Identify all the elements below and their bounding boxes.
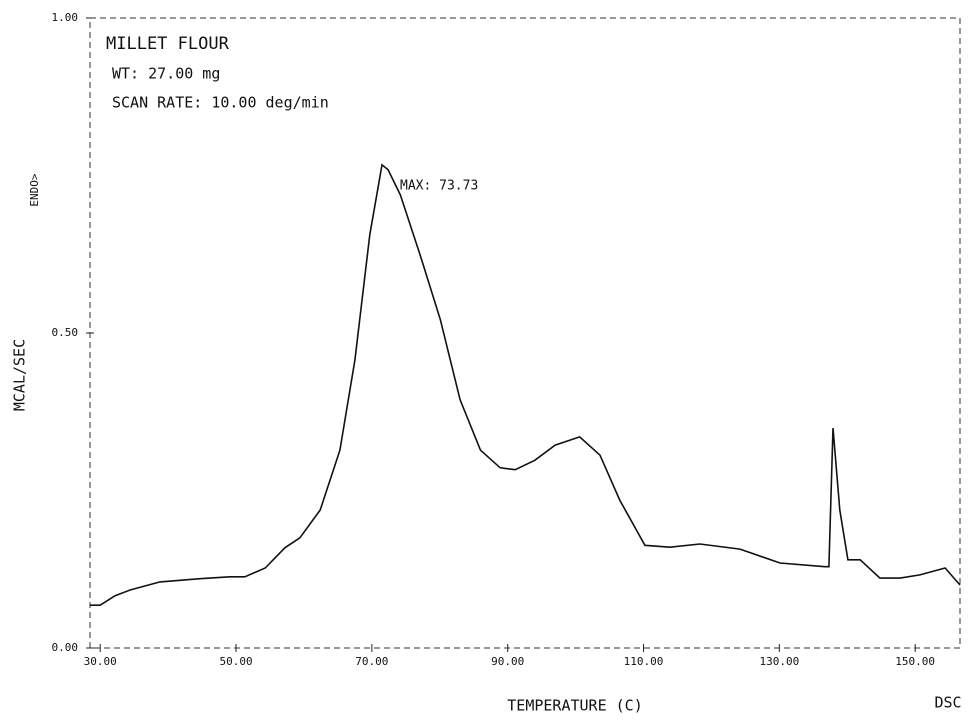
scan-rate-note: SCAN RATE: 10.00 deg/min — [112, 94, 329, 112]
x-tick-label: 110.00 — [624, 655, 664, 668]
y-tick-label: 1.00 — [52, 11, 79, 24]
weight-note: WT: 27.00 mg — [112, 65, 220, 83]
x-tick-label: 30.00 — [84, 655, 117, 668]
data-line — [90, 163, 961, 606]
x-tick-label: 50.00 — [219, 655, 252, 668]
chart-title: MILLET FLOUR — [106, 34, 230, 54]
y-tick-label: 0.50 — [52, 326, 79, 339]
x-tick-label: 130.00 — [759, 655, 799, 668]
x-tick-label: 150.00 — [895, 655, 935, 668]
x-axis-label: TEMPERATURE (C) — [507, 697, 642, 715]
max-annotation: MAX: 73.73 — [400, 179, 478, 194]
y-tick-label: 0.00 — [52, 641, 79, 654]
x-tick-label: 90.00 — [491, 655, 524, 668]
y-axis-label: MCAL/SEC — [11, 339, 29, 411]
dsc-label: DSC — [934, 694, 961, 712]
endo-label: ENDO> — [28, 173, 41, 206]
x-tick-label: 70.00 — [355, 655, 388, 668]
